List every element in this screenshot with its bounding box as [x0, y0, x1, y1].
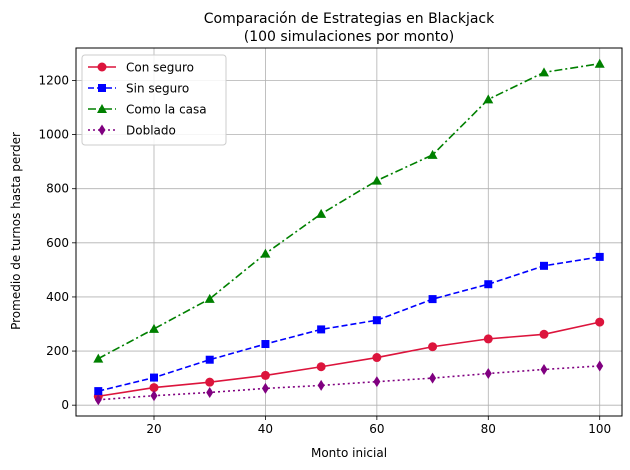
data-point — [150, 390, 158, 402]
legend-item: Con seguro — [88, 61, 194, 75]
data-point — [595, 252, 604, 261]
data-point — [373, 376, 381, 388]
legend-label: Doblado — [126, 124, 176, 138]
data-point — [484, 368, 492, 380]
x-axis-label: Monto inicial — [311, 446, 387, 460]
legend-label: Con seguro — [126, 61, 194, 75]
series-sin-seguro — [94, 252, 604, 396]
data-point — [372, 353, 382, 363]
y-tick-label: 400 — [46, 290, 69, 304]
legend: Con seguro Sin seguro Como la casa Doblado — [81, 54, 227, 146]
legend-label: Sin seguro — [126, 82, 189, 96]
series-con-seguro — [93, 317, 605, 401]
y-tick-label: 0 — [61, 398, 69, 412]
legend-item: Sin seguro — [88, 82, 189, 96]
y-tick-label: 800 — [46, 182, 69, 196]
legend-marker — [98, 84, 106, 92]
y-axis-label: Promedio de turnos hasta perder — [9, 132, 23, 330]
y-tick-label: 1200 — [38, 73, 69, 87]
data-point — [317, 379, 325, 391]
data-point — [483, 334, 493, 344]
data-point — [94, 394, 102, 406]
data-point — [371, 175, 382, 185]
data-point — [94, 387, 103, 396]
data-point — [595, 317, 605, 327]
legend-marker — [97, 104, 107, 113]
x-tick-label: 80 — [481, 422, 496, 436]
legend-item: Como la casa — [88, 103, 207, 117]
data-point — [539, 67, 549, 77]
data-point — [93, 353, 104, 363]
y-tick-label: 600 — [46, 236, 69, 250]
plot-area — [93, 58, 605, 406]
data-point — [206, 386, 214, 398]
data-point — [261, 382, 269, 394]
data-point — [540, 261, 548, 270]
data-point — [596, 360, 604, 372]
data-point — [317, 325, 326, 334]
data-point — [540, 363, 548, 375]
series-line-sin-seguro — [98, 256, 600, 392]
y-tick-label: 1000 — [38, 128, 69, 142]
data-point — [428, 342, 438, 352]
data-point — [429, 372, 437, 384]
data-point — [427, 149, 438, 159]
data-point — [594, 58, 605, 68]
series-doblado — [94, 360, 604, 406]
data-point — [150, 373, 158, 382]
data-point — [149, 383, 159, 393]
x-tick-label: 20 — [146, 422, 161, 436]
legend-item: Doblado — [88, 124, 176, 138]
legend-marker — [97, 62, 107, 72]
legend-box — [81, 54, 227, 146]
axes-frame — [75, 47, 623, 417]
data-point — [428, 295, 437, 304]
data-point — [205, 377, 215, 387]
y-tick-label: 200 — [46, 344, 69, 358]
data-point — [372, 316, 381, 325]
legend-label: Como la casa — [126, 103, 207, 117]
chart-subtitle: (100 simulaciones por monto) — [244, 29, 454, 45]
series-como-la-casa — [93, 58, 605, 363]
data-point — [484, 280, 493, 289]
x-tick-label: 40 — [258, 422, 273, 436]
data-point — [204, 293, 215, 303]
data-point — [316, 208, 327, 218]
data-point — [261, 340, 270, 349]
x-tick-label: 100 — [588, 422, 611, 436]
data-point — [205, 355, 214, 364]
data-point — [149, 323, 159, 333]
legend-marker — [98, 124, 106, 136]
data-point — [260, 248, 271, 258]
series-line-doblado — [98, 365, 600, 401]
series-line-con-seguro — [98, 321, 600, 398]
data-point — [316, 362, 326, 372]
data-point — [260, 370, 270, 380]
data-point — [539, 329, 549, 339]
data-point — [483, 94, 494, 104]
series-line-como-la-casa — [97, 62, 600, 360]
chart-title: Comparación de Estrategias en Blackjack — [204, 11, 495, 27]
x-tick-label: 60 — [369, 422, 384, 436]
